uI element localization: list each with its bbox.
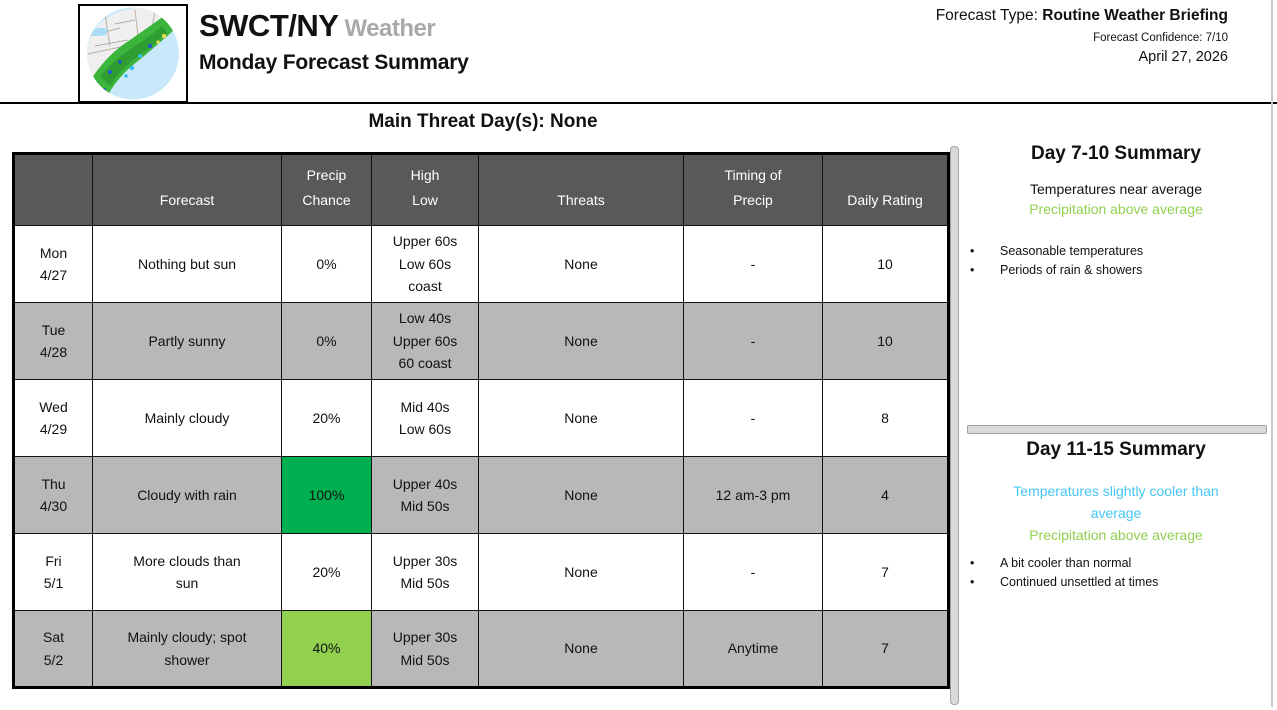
rating-cell: 10: [822, 225, 949, 303]
col-header-precip: Precip Chance: [281, 153, 372, 226]
rating-cell: 8: [822, 379, 949, 457]
precip-cell-highlight-100: 100%: [281, 456, 372, 534]
bullet-item: • Seasonable temperatures: [970, 242, 1270, 261]
day-label: Tue 4/28: [13, 302, 93, 380]
bullet-icon: •: [970, 556, 975, 570]
col-header-rating: Daily Rating: [822, 153, 949, 226]
threats-cell: None: [478, 533, 684, 611]
day11-15-temps: Temperatures slightly cooler than averag…: [1013, 483, 1219, 521]
main-threat-heading: Main Threat Day(s): None: [368, 111, 598, 132]
precip-cell-highlight-40: 40%: [281, 610, 372, 688]
forecast-meta: Forecast Type: Routine Weather Briefing …: [936, 7, 1228, 65]
highlow-cell: Upper 40s Mid 50s: [371, 456, 479, 534]
col-header-highlow: High Low: [371, 153, 479, 226]
day7-10-precip: Precipitation above average: [1029, 201, 1203, 217]
precip-cell: 0%: [281, 225, 372, 303]
day-label: Sat 5/2: [13, 610, 93, 688]
table-header-row: Forecast Precip Chance High Low Threats …: [13, 153, 949, 226]
bullet-item: • Periods of rain & showers: [970, 261, 1270, 280]
bullet-text: Periods of rain & showers: [1000, 262, 1143, 277]
highlow-cell: Low 40s Upper 60s 60 coast: [371, 302, 479, 380]
day7-10-temps: Temperatures near average: [1030, 181, 1202, 197]
timing-cell: Anytime: [683, 610, 823, 688]
day7-10-title: Day 7-10 Summary: [1030, 143, 1202, 164]
timing-cell: -: [683, 379, 823, 457]
brand-title: SWCT/NY Weather: [199, 8, 469, 43]
timing-cell: 12 am-3 pm: [683, 456, 823, 534]
bullet-item: • Continued unsettled at times: [970, 573, 1270, 592]
forecast-cell: Partly sunny: [92, 302, 282, 380]
highlow-cell: Mid 40s Low 60s: [371, 379, 479, 457]
extended-outlook-panel: Day 7-10 Summary Temperatures near avera…: [962, 138, 1270, 698]
bullet-text: Seasonable temperatures: [1000, 244, 1144, 258]
highlow-cell: Upper 30s Mid 50s: [371, 533, 479, 611]
table-row-sat: Sat 5/2 Mainly cloudy; spot shower 40% U…: [13, 610, 949, 688]
page-title: Monday Forecast Summary: [199, 50, 469, 74]
header-divider: [0, 102, 1277, 104]
forecast-type: Forecast Type: Routine Weather Briefing: [935, 7, 1228, 24]
day-label: Mon 4/27: [13, 225, 93, 303]
vertical-divider-bar: [950, 146, 959, 705]
threats-cell: None: [478, 379, 684, 457]
threats-cell: None: [478, 225, 684, 303]
threats-cell: None: [478, 610, 684, 688]
right-edge-line: [1271, 0, 1273, 707]
day-label: Fri 5/1: [13, 533, 93, 611]
forecast-type-value: Routine Weather Briefing: [1042, 7, 1228, 24]
brand-logo: [78, 4, 188, 103]
timing-cell: -: [683, 225, 823, 303]
day7-10-bullets: • Seasonable temperatures • Periods of r…: [970, 242, 1270, 280]
highlow-cell: Upper 60s Low 60s coast: [371, 225, 479, 303]
forecast-date: April 27, 2026: [1138, 49, 1228, 65]
brand-block: SWCT/NY Weather Monday Forecast Summary: [199, 8, 469, 75]
rating-cell: 4: [822, 456, 949, 534]
day11-15-precip: Precipitation above average: [1029, 527, 1203, 543]
forecast-cell: Mainly cloudy; spot shower: [92, 610, 282, 688]
table-row-tue: Tue 4/28 Partly sunny 0% Low 40s Upper 6…: [13, 302, 949, 380]
precip-cell: 20%: [281, 533, 372, 611]
col-header-timing: Timing of Precip: [683, 153, 823, 226]
table-row-mon: Mon 4/27 Nothing but sun 0% Upper 60s Lo…: [13, 225, 949, 303]
day11-15-title: Day 11-15 Summary: [1026, 439, 1206, 460]
threats-cell: None: [478, 456, 684, 534]
col-header-forecast: Forecast: [92, 153, 282, 226]
brand-suffix: Weather: [344, 15, 436, 42]
forecast-confidence: Forecast Confidence: 7/10: [1093, 32, 1228, 44]
precip-cell: 20%: [281, 379, 372, 457]
day11-15-bullets: • A bit cooler than normal • Continued u…: [970, 554, 1270, 592]
forecast-table: Forecast Precip Chance High Low Threats …: [12, 152, 950, 689]
bullet-text: Continued unsettled at times: [1000, 574, 1159, 589]
timing-cell: -: [683, 302, 823, 380]
col-header-day: [13, 153, 93, 226]
table-row-wed: Wed 4/29 Mainly cloudy 20% Mid 40s Low 6…: [13, 379, 949, 457]
day-label: Thu 4/30: [13, 456, 93, 534]
threats-cell: None: [478, 302, 684, 380]
table-row-fri: Fri 5/1 More clouds than sun 20% Upper 3…: [13, 533, 949, 611]
horizontal-divider-bar: [967, 425, 1267, 434]
bullet-icon: •: [970, 262, 975, 277]
forecast-cell: Nothing but sun: [92, 225, 282, 303]
forecast-cell: More clouds than sun: [92, 533, 282, 611]
timing-cell: -: [683, 533, 823, 611]
bullet-item: • A bit cooler than normal: [970, 554, 1270, 573]
brand-name: SWCT/NY: [199, 8, 339, 43]
forecast-cell: Cloudy with rain: [92, 456, 282, 534]
bullet-icon: •: [970, 574, 975, 589]
bullet-text: A bit cooler than normal: [1000, 556, 1132, 570]
forecast-cell: Mainly cloudy: [92, 379, 282, 457]
rating-cell: 10: [822, 302, 949, 380]
bullet-icon: •: [970, 244, 975, 258]
rating-cell: 7: [822, 533, 949, 611]
radar-map-icon: [87, 7, 179, 100]
precip-cell: 0%: [281, 302, 372, 380]
rating-cell: 7: [822, 610, 949, 688]
highlow-cell: Upper 30s Mid 50s: [371, 610, 479, 688]
day-label: Wed 4/29: [13, 379, 93, 457]
table-row-thu: Thu 4/30 Cloudy with rain 100% Upper 40s…: [13, 456, 949, 534]
col-header-threats: Threats: [478, 153, 684, 226]
